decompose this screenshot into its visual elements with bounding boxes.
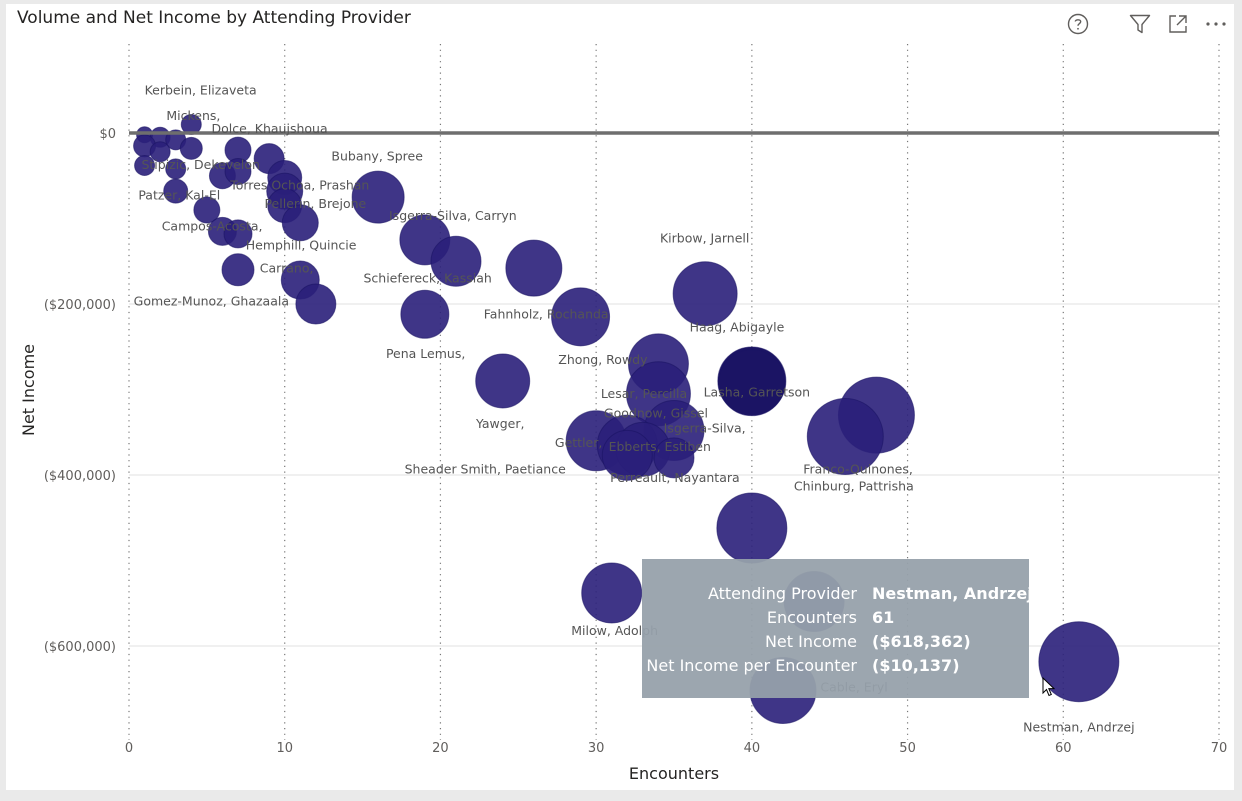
focus-mode-icon[interactable]	[1166, 12, 1190, 36]
bubble-data-label: Mickens,	[166, 108, 220, 123]
bubble-point[interactable]	[179, 136, 203, 160]
bubble-data-label: Campos-Acosta,	[162, 218, 263, 233]
bubble-data-label: Perreault, Nayantara	[610, 470, 740, 485]
help-icon[interactable]	[1066, 12, 1090, 36]
bubble-data-label: Schiefereck, Kassiah	[363, 271, 491, 286]
y-tick-label: $0	[99, 127, 116, 142]
bubble-data-label: Lesar, Percilla	[601, 386, 687, 401]
bubble-data-label: Bubany, Spree	[331, 148, 423, 163]
tooltip-key: Net Income	[764, 632, 857, 651]
tooltip-row: Net Income ($618,362)	[642, 632, 1029, 656]
bubble-point[interactable]	[193, 196, 221, 224]
bubble-point[interactable]	[149, 141, 171, 163]
tooltip-row: Attending Provider Nestman, Andrzej	[642, 584, 1033, 608]
bubble-point[interactable]	[505, 239, 563, 297]
bubble-data-label: Yawger,	[475, 416, 525, 431]
x-tick-label: 20	[432, 741, 449, 756]
tooltip-key: Attending Provider	[707, 584, 857, 603]
x-tick-label: 10	[276, 741, 293, 756]
bubble-data-label: Gomez-Munoz, Ghazaala	[134, 294, 289, 309]
bubble-point[interactable]	[601, 429, 653, 481]
bubble-data-label: Pena Lemus,	[386, 346, 465, 361]
bubble-data-label: Pellerin, Brejone	[264, 196, 366, 211]
bubble-point[interactable]	[134, 154, 156, 176]
bubble-point[interactable]	[806, 398, 884, 476]
bubble-data-label: Franco-Quinones,	[803, 461, 913, 476]
bubble-point[interactable]	[718, 349, 786, 417]
tooltip-value: Nestman, Andrzej	[872, 584, 1033, 603]
bubble-data-label: Goodnow, Gissel	[604, 406, 708, 421]
bubble-data-label: Chinburg, Pattrisha	[794, 478, 914, 493]
bubble-data-label: Lasha, Garretson	[704, 384, 810, 399]
bubble-point[interactable]	[1038, 621, 1120, 703]
y-tick-label: ($200,000)	[44, 298, 116, 313]
tooltip-key: Net Income per Encounter	[646, 656, 857, 675]
bubble-point[interactable]	[351, 170, 405, 224]
bubble-data-label: Sheader Smith, Paetiance	[405, 461, 566, 476]
bubble-data-label: Nestman, Andrzej	[1023, 720, 1134, 735]
tooltip-value: 61	[872, 608, 895, 627]
bubble-data-label: Kerbein, Elizaveta	[145, 83, 257, 98]
y-axis-title: Net Income	[19, 344, 38, 436]
visual-card: Volume and Net Income by Attending Provi…	[6, 4, 1234, 790]
bubble-point[interactable]	[281, 204, 319, 242]
bubble-data-label: Kirbow, Jarnell	[660, 230, 749, 245]
tooltip-key: Encounters	[766, 608, 857, 627]
x-tick-label: 70	[1211, 741, 1228, 756]
bubble-data-label: Haag, Abigayle	[690, 319, 785, 334]
tooltip-value: ($10,137)	[872, 656, 960, 675]
bubble-data-label: Isgerra-Silva,	[664, 420, 746, 435]
mouse-cursor-icon	[1042, 677, 1056, 697]
x-axis-title: Encounters	[629, 764, 719, 783]
bubble-data-label: Gettler,	[555, 435, 602, 450]
bubble-data-label: Hemphill, Quincie	[246, 237, 357, 252]
x-tick-label: 50	[899, 741, 916, 756]
y-axis: $0 ($200,000) ($400,000) ($600,000)	[44, 127, 116, 655]
bubble-data-label: Fahnholz, Rochanda	[484, 307, 609, 322]
x-tick-label: 30	[588, 741, 605, 756]
bubble-data-label: Patzer, Kal-El	[138, 188, 220, 203]
tooltip-value: ($618,362)	[872, 632, 971, 651]
bubble-data-label: Isgerra-Silva, Carryn	[389, 208, 517, 223]
tooltip-row: Net Income per Encounter ($10,137)	[642, 656, 1029, 680]
bubble-point[interactable]	[581, 562, 643, 624]
bubble-point[interactable]	[716, 492, 788, 564]
bubble-point[interactable]	[551, 287, 611, 347]
bubble-data-label: Zhong, Rowdy	[558, 352, 648, 367]
y-tick-label: ($600,000)	[44, 640, 116, 655]
bubble-point[interactable]	[400, 289, 450, 339]
bubble-data-label: Milow, Adolph	[571, 623, 658, 638]
x-tick-label: 40	[744, 741, 761, 756]
bubble-point[interactable]	[430, 235, 482, 287]
bubble-data-label: Ebberts, Estiben	[609, 439, 711, 454]
bubble-point[interactable]	[295, 283, 337, 325]
bubble-data-label: Stipizic, Dekevelon	[141, 157, 260, 172]
filter-icon[interactable]	[1128, 12, 1152, 36]
bubble-point[interactable]	[224, 157, 252, 185]
bubble-point[interactable]	[672, 261, 738, 327]
visual-title: Volume and Net Income by Attending Provi…	[17, 8, 411, 28]
x-tick-label: 60	[1055, 741, 1072, 756]
tooltip: Attending Provider Nestman, Andrzej Encoun…	[642, 559, 1033, 698]
bubble-point[interactable]	[221, 253, 255, 287]
x-axis: 0 10 20 30 40 50 60 70	[125, 741, 1227, 756]
bubble-point[interactable]	[163, 178, 189, 204]
bubble-data-label: Carrano,	[260, 260, 314, 275]
bubble-point[interactable]	[475, 353, 531, 409]
bubble-data-label: Torres Ochoa, Prashan	[229, 177, 369, 192]
more-options-icon[interactable]	[1204, 12, 1228, 36]
bubble-data-label: Dolce, Khaujshoua	[212, 121, 328, 136]
scatter-chart: Kerbein, Elizaveta Mickens,Dolce, Khaujsh…	[19, 44, 1227, 783]
bubble-point[interactable]	[653, 437, 695, 479]
tooltip-row: Encounters 61	[642, 608, 1029, 632]
x-tick-label: 0	[125, 741, 133, 756]
y-tick-label: ($400,000)	[44, 469, 116, 484]
bubble-point[interactable]	[223, 219, 253, 249]
